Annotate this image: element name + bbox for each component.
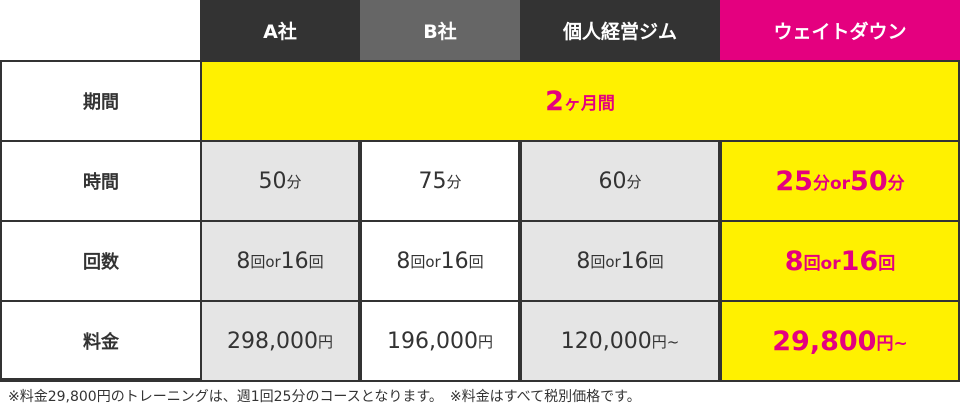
value-text: 8	[236, 248, 251, 274]
row-label-price: 料金	[0, 302, 202, 382]
header-a: A社	[200, 0, 360, 70]
header-private-gym: 個人経営ジム	[520, 0, 720, 70]
price-cell-b: 196,000 円	[360, 302, 520, 382]
unit-text: 分	[446, 172, 462, 191]
value-text: 75	[418, 168, 447, 194]
period-unit: ヶ月間	[563, 93, 615, 114]
time-cell-a: 50 分	[200, 142, 360, 222]
price-cell-a: 298,000 円	[200, 302, 360, 382]
unit-text: 円~	[651, 332, 680, 351]
value-text: 8	[784, 245, 804, 277]
unit-text: 回	[468, 252, 484, 271]
value-text: 16	[620, 248, 649, 274]
unit-text: 分	[286, 172, 302, 191]
unit-text: 回or	[590, 252, 621, 271]
time-cell-c: 60 分	[520, 142, 720, 222]
count-cell-d: 8 回or 16 回	[720, 222, 960, 302]
period-value: 2 ヶ月間	[200, 62, 960, 142]
header-b: B社	[360, 0, 520, 70]
count-cell-c: 8 回or 16 回	[520, 222, 720, 302]
unit-text: 円	[317, 332, 333, 351]
value-text: 60	[598, 168, 627, 194]
value-text: 16	[840, 245, 879, 277]
unit-text: 分	[626, 172, 642, 191]
value-text: 25	[775, 165, 813, 197]
value-text: 8	[396, 248, 411, 274]
unit-text: 回	[648, 252, 664, 271]
time-cell-d: 25 分or 50 分	[720, 142, 960, 222]
unit-text: 分	[887, 173, 905, 194]
period-num: 2	[545, 85, 564, 117]
time-cell-b: 75 分	[360, 142, 520, 222]
unit-text: 円	[477, 332, 493, 351]
value-text: 298,000	[227, 328, 318, 354]
unit-text: 回or	[803, 253, 841, 274]
unit-text: 分or	[812, 173, 851, 194]
unit-text: 回or	[250, 252, 281, 271]
header-weightdown: ウェイトダウン	[720, 0, 960, 70]
row-label-count: 回数	[0, 222, 202, 302]
unit-text: 円~	[876, 333, 908, 354]
row-label-time: 時間	[0, 142, 202, 222]
count-cell-a: 8 回or 16 回	[200, 222, 360, 302]
value-text: 16	[440, 248, 469, 274]
comparison-table: 期間 2 ヶ月間 時間 50 分 75 分 60 分 25 分or 50 分回数 8 回or 16 回 8 回or…	[0, 60, 960, 382]
unit-text: 回or	[410, 252, 441, 271]
value-text: 29,800	[772, 325, 877, 357]
row-label-period: 期間	[0, 62, 202, 142]
price-cell-d: 29,800 円~	[720, 302, 960, 382]
count-cell-b: 8 回or 16 回	[360, 222, 520, 302]
value-text: 16	[280, 248, 309, 274]
value-text: 8	[576, 248, 591, 274]
value-text: 120,000	[560, 328, 652, 354]
unit-text: 回	[308, 252, 324, 271]
value-text: 196,000	[387, 328, 478, 354]
value-text: 50	[850, 165, 888, 197]
footnote: ※料金29,800円のトレーニングは、週1回25分のコースとなります。 ※料金は…	[8, 389, 641, 405]
price-cell-c: 120,000 円~	[520, 302, 720, 382]
value-text: 50	[258, 168, 287, 194]
unit-text: 回	[878, 253, 896, 274]
